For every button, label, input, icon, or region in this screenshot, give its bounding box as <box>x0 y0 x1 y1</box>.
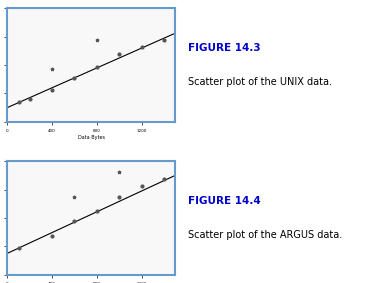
Point <box>139 45 145 50</box>
Point <box>27 97 33 101</box>
Text: Scatter plot of the ARGUS data.: Scatter plot of the ARGUS data. <box>187 230 342 240</box>
Text: FIGURE 14.4: FIGURE 14.4 <box>187 196 260 206</box>
Point <box>71 194 77 199</box>
Point <box>16 100 22 104</box>
Point <box>49 87 55 92</box>
Text: Scatter plot of the UNIX data.: Scatter plot of the UNIX data. <box>187 77 331 87</box>
Point <box>94 38 100 42</box>
Point <box>71 76 77 80</box>
Point <box>16 245 22 250</box>
Point <box>116 194 122 199</box>
Point <box>94 64 100 69</box>
Point <box>94 209 100 213</box>
Point <box>71 219 77 224</box>
Point <box>49 67 55 71</box>
Point <box>139 184 145 188</box>
Point <box>161 177 167 181</box>
Point <box>116 170 122 174</box>
Point <box>116 52 122 57</box>
Point <box>49 233 55 238</box>
Point <box>161 38 167 42</box>
Text: FIGURE 14.3: FIGURE 14.3 <box>187 43 260 53</box>
X-axis label: Data Bytes: Data Bytes <box>78 135 105 140</box>
